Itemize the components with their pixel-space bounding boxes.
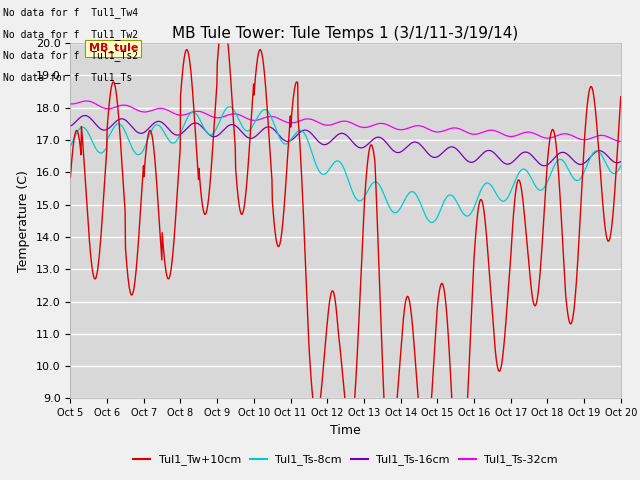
Title: MB Tule Tower: Tule Temps 1 (3/1/11-3/19/14): MB Tule Tower: Tule Temps 1 (3/1/11-3/19…	[172, 25, 519, 41]
Tul1_Ts-8cm	[380, 192, 388, 197]
Tul1_Ts-8cm	[617, 163, 625, 168]
Legend: Tul1_Tw+10cm, Tul1_Ts-8cm, Tul1_Ts-16cm, Tul1_Ts-32cm: Tul1_Tw+10cm, Tul1_Ts-8cm, Tul1_Ts-16cm,…	[129, 450, 563, 470]
Tul1_Ts-32cm	[617, 138, 625, 144]
Tul1_Ts-16cm	[67, 123, 74, 129]
Tul1_Ts-16cm	[300, 127, 308, 133]
Tul1_Ts-16cm	[312, 135, 319, 141]
Tul1_Ts-16cm	[617, 159, 625, 165]
Text: MB_tule: MB_tule	[89, 43, 138, 53]
Text: No data for f  Tul1_Tw4: No data for f Tul1_Tw4	[3, 7, 138, 18]
Tul1_Ts-8cm	[225, 104, 233, 109]
Line: Tul1_Ts-16cm: Tul1_Ts-16cm	[70, 116, 621, 166]
Tul1_Ts-16cm	[322, 142, 330, 147]
Tul1_Tw+10cm	[300, 232, 308, 238]
Tul1_Ts-32cm	[300, 116, 308, 122]
Tul1_Ts-32cm	[67, 101, 74, 107]
Tul1_Ts-16cm	[109, 121, 117, 127]
Tul1_Ts-32cm	[83, 98, 90, 104]
Tul1_Ts-16cm	[380, 137, 388, 143]
Y-axis label: Temperature (C): Temperature (C)	[17, 170, 30, 272]
Text: No data for f  Tul1_Ts2: No data for f Tul1_Ts2	[3, 50, 138, 61]
Tul1_Tw+10cm	[380, 396, 388, 402]
Tul1_Ts-8cm	[322, 171, 330, 177]
X-axis label: Time: Time	[330, 424, 361, 437]
Tul1_Tw+10cm	[617, 94, 625, 100]
Tul1_Ts-8cm	[67, 144, 74, 149]
Tul1_Tw+10cm	[220, 14, 227, 20]
Tul1_Ts-8cm	[109, 126, 117, 132]
Tul1_Tw+10cm	[322, 338, 330, 344]
Tul1_Ts-16cm	[81, 113, 89, 119]
Tul1_Ts-8cm	[132, 150, 140, 156]
Line: Tul1_Ts-32cm: Tul1_Ts-32cm	[70, 101, 621, 141]
Tul1_Ts-8cm	[312, 161, 319, 167]
Tul1_Tw+10cm	[132, 275, 140, 280]
Text: No data for f  Tul1_Tw2: No data for f Tul1_Tw2	[3, 29, 138, 40]
Tul1_Ts-32cm	[312, 118, 319, 124]
Text: No data for f  Tul1_Ts: No data for f Tul1_Ts	[3, 72, 132, 83]
Tul1_Ts-16cm	[132, 128, 140, 134]
Tul1_Ts-16cm	[541, 163, 548, 168]
Tul1_Ts-8cm	[428, 219, 436, 225]
Tul1_Tw+10cm	[109, 79, 117, 85]
Tul1_Tw+10cm	[67, 175, 74, 180]
Line: Tul1_Tw+10cm: Tul1_Tw+10cm	[70, 17, 621, 480]
Tul1_Ts-32cm	[380, 121, 388, 127]
Tul1_Ts-32cm	[109, 105, 117, 111]
Tul1_Tw+10cm	[312, 412, 319, 418]
Line: Tul1_Ts-8cm: Tul1_Ts-8cm	[70, 107, 621, 222]
Tul1_Ts-32cm	[132, 107, 140, 112]
Tul1_Ts-32cm	[322, 122, 330, 128]
Tul1_Ts-8cm	[300, 131, 308, 136]
